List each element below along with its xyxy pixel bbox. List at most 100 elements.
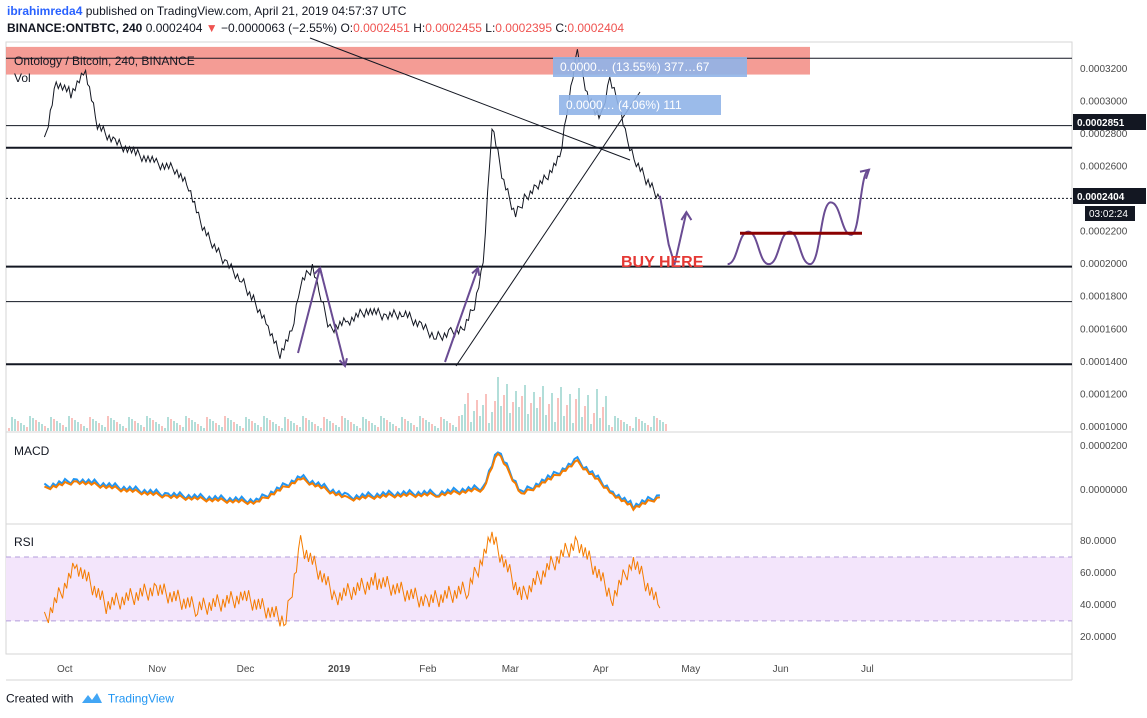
forecast-wave[interactable] [727,168,870,266]
author-link[interactable]: ibrahimreda4 [7,4,83,18]
measure-box-large[interactable] [553,57,747,77]
ascending-trendline[interactable] [455,91,641,367]
volume-bar [194,422,196,431]
volume-bar [17,421,19,431]
tradingview-brand[interactable]: TradingView [107,691,174,706]
volume-bar [416,427,418,431]
volume-bar [230,420,232,431]
volume-bar [86,428,88,431]
close-value: 0.0002404 [567,21,625,35]
volume-bar [188,418,190,431]
volume-bar [650,427,652,431]
volume-bar [206,417,208,431]
volume-bars [8,377,667,431]
time-tick-label: May [681,664,700,675]
volume-bar [269,420,271,431]
volume-bar [266,418,268,431]
countdown-tag [1085,206,1135,221]
volume-bar [554,422,556,431]
volume-bar [170,419,172,431]
volume-bar [26,427,28,431]
move-arrow[interactable] [297,267,321,354]
price-tick-label: 0.0001800 [1080,292,1128,303]
volume-bar [185,416,187,431]
volume-bar [422,418,424,431]
descending-trendline[interactable] [309,37,631,161]
rsi-tick-label: 60.0000 [1080,568,1117,579]
volume-bar [620,420,622,431]
volume-bar [611,427,613,431]
rsi-tick-label: 40.0000 [1080,600,1117,611]
volume-bar [560,387,562,431]
low-value: 0.0002395 [495,21,553,35]
volume-bar [401,417,403,431]
footer: Created with TradingView [6,691,174,708]
volume-bar [332,423,334,431]
current-price-tag [1073,188,1146,204]
forecast-drawing[interactable] [297,168,871,369]
volume-bar [329,421,331,431]
volume-bar [494,401,496,431]
rsi-band [6,556,1072,621]
volume-bar [491,412,493,431]
volume-bar [623,422,625,431]
volume-bar [167,417,169,431]
rsi-label: RSI [14,535,34,549]
volume-bar [59,423,61,431]
volume-bar [8,428,10,431]
volume-bar [164,428,166,431]
volume-bar [74,420,76,431]
chart-canvas[interactable]: 0.0000… (13.55%) 377…67 0.0000… (4.06%) … [0,0,1147,690]
volume-bar [614,416,616,431]
measure-box-small[interactable] [559,95,721,115]
countdown-text: 03:02:24 [1089,209,1128,220]
volume-bar [629,426,631,431]
volume-bar [197,424,199,431]
price-tick-label: 0.0001200 [1080,389,1128,400]
volume-bar [32,418,34,431]
move-arrow[interactable] [319,267,346,367]
volume-bar [260,427,262,431]
volume-bar [116,422,118,431]
volume-bar [77,422,79,431]
volume-bar [605,396,607,431]
price-tick-label: 0.0002800 [1080,129,1128,140]
volume-bar [482,405,484,431]
time-tick-label: Apr [593,664,609,675]
macd-pane-frame [5,431,1073,525]
volume-bar [434,426,436,431]
macd-line [43,451,660,512]
volume-bar [599,418,601,431]
volume-bar [278,426,280,431]
volume-bar [590,424,592,431]
publish-line: ibrahimreda4 published on TradingView.co… [7,4,406,18]
volume-bar [593,413,595,431]
volume-bar [11,417,13,431]
trendlines[interactable] [309,37,641,367]
volume-bar [224,416,226,431]
volume-bar [374,425,376,431]
volume-bar [410,423,412,431]
volume-bar [470,422,472,431]
volume-bar [311,422,313,431]
volume-bar [581,417,583,431]
move-arrow[interactable] [444,267,479,363]
measure-label-large: 0.0000… (13.55%) 377…67 [560,60,710,74]
volume-bar [323,417,325,431]
forecast-drop-line[interactable] [658,195,688,266]
horizontal-levels[interactable] [6,57,1072,366]
volume-bar [536,408,538,431]
volume-bar [182,427,184,431]
volume-bar [404,419,406,431]
volume-bar [641,421,643,431]
volume-bar [425,420,427,431]
open-label: O: [340,21,354,35]
signal-line [43,452,661,512]
price-tick-label: 0.0002200 [1080,227,1128,238]
volume-bar [350,422,352,431]
volume-bar [659,420,661,431]
volume-bar [200,426,202,431]
volume-bar [107,416,109,431]
volume-bar [647,425,649,431]
volume-bar [254,423,256,431]
